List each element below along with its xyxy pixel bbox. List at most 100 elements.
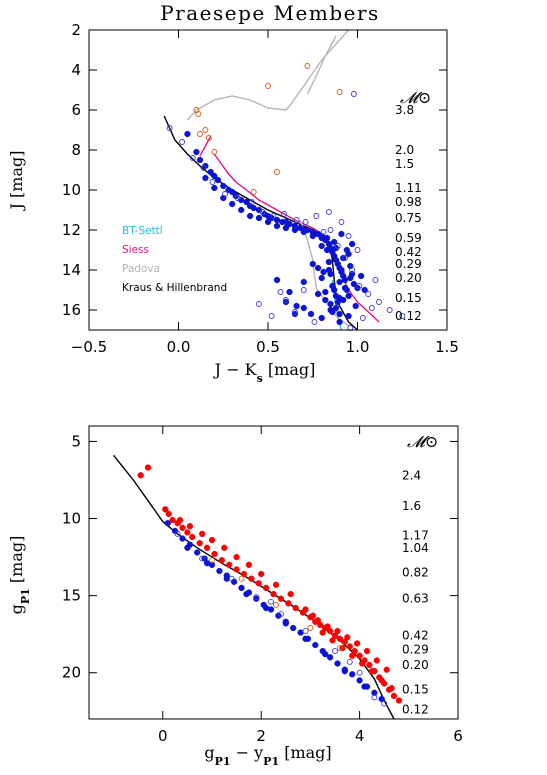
data-point [390,692,398,700]
data-point [164,520,171,527]
mass-label: 0.42 [402,629,429,643]
x-axis-label-mid: − y [231,743,264,762]
data-point [378,677,385,684]
data-point [336,645,343,652]
data-point [174,530,181,537]
data-point [338,219,345,225]
data-point [186,523,194,530]
data-point [349,652,356,659]
data-point [184,544,191,551]
legend-entry: Kraus & Hillenbrand [122,282,227,294]
mass-label: 2.4 [402,468,421,482]
data-point [327,227,334,233]
data-point [194,549,201,556]
x-tick-label: 1.0 [346,338,370,356]
data-point [240,570,248,578]
data-point [262,604,270,612]
x-tick-label: 6 [453,727,463,745]
data-point [372,277,379,283]
data-point [376,299,382,305]
data-point [184,529,191,536]
data-point [233,566,240,573]
mass-label: 0.29 [395,257,422,271]
data-point [338,266,345,274]
x-axis-label-unit: [mag] [263,360,316,379]
x-tick-label: 0 [158,727,168,745]
y-tick-label: 5 [71,432,81,450]
data-point [216,567,223,575]
data-point [238,575,245,582]
data-point [195,111,202,117]
data-point [255,214,263,222]
data-point [166,125,173,131]
mass-label: 0.15 [402,683,429,697]
x-axis-label-unit-bottom: [mag] [279,743,332,762]
data-point [245,561,253,568]
data-point [282,224,290,232]
data-point [325,209,332,215]
data-point [211,550,218,558]
data-point [326,654,334,661]
series-line-6 [199,135,212,157]
x-axis-label-subscript: s [257,372,263,385]
x-axis-label-bottom: gP1 − yP1 [mag] [204,743,331,768]
data-point [357,272,365,280]
data-point [202,127,209,133]
mass-label: 1.5 [395,157,414,171]
data-point [197,131,203,137]
data-point [238,584,245,592]
data-point [165,510,172,518]
data-point [312,641,319,649]
data-point [229,200,236,208]
data-point [268,313,275,319]
data-point [196,156,204,164]
data-point [291,310,299,318]
y-tick-label: 14 [62,261,81,279]
series-line-4 [306,35,337,95]
data-point [196,540,203,547]
data-point [345,292,352,300]
mass-label: 0.12 [402,703,429,717]
data-point [200,165,207,171]
data-point [226,561,233,568]
data-point [348,240,356,248]
data-point [309,612,317,619]
data-point [300,228,307,236]
data-point [274,169,280,175]
data-point [202,174,209,182]
data-point [314,264,322,272]
data-point [169,516,176,524]
mass-label: 1.04 [402,541,429,555]
plot-frame-bottom [88,425,459,720]
data-point [325,258,333,266]
series-line-2 [213,153,380,323]
data-point [329,637,336,644]
data-point [322,651,329,658]
data-point [203,544,211,551]
y-tick-label: 10 [62,181,81,199]
data-point [331,238,338,246]
data-point [302,628,309,635]
data-point [320,229,327,235]
data-point [144,464,152,471]
data-point [255,580,262,587]
data-point [262,584,270,592]
data-point [189,155,196,161]
data-point [179,524,186,531]
data-point [314,290,322,298]
data-point [302,606,309,613]
data-point [363,647,371,655]
data-point [307,625,314,631]
data-point [290,624,297,632]
data-point [347,274,354,282]
panel-top: Praesepe Members −0.5 0.0 0.5 1.0 1.5 2 4 6 8 10… [7,1,459,385]
data-point [302,635,309,642]
data-point [250,189,257,195]
data-point [265,83,271,89]
data-point [388,685,395,692]
x-axis-label-top: J − Ks [mag] [213,360,316,385]
data-point [346,643,353,650]
data-point [282,620,289,627]
data-point [162,506,169,513]
